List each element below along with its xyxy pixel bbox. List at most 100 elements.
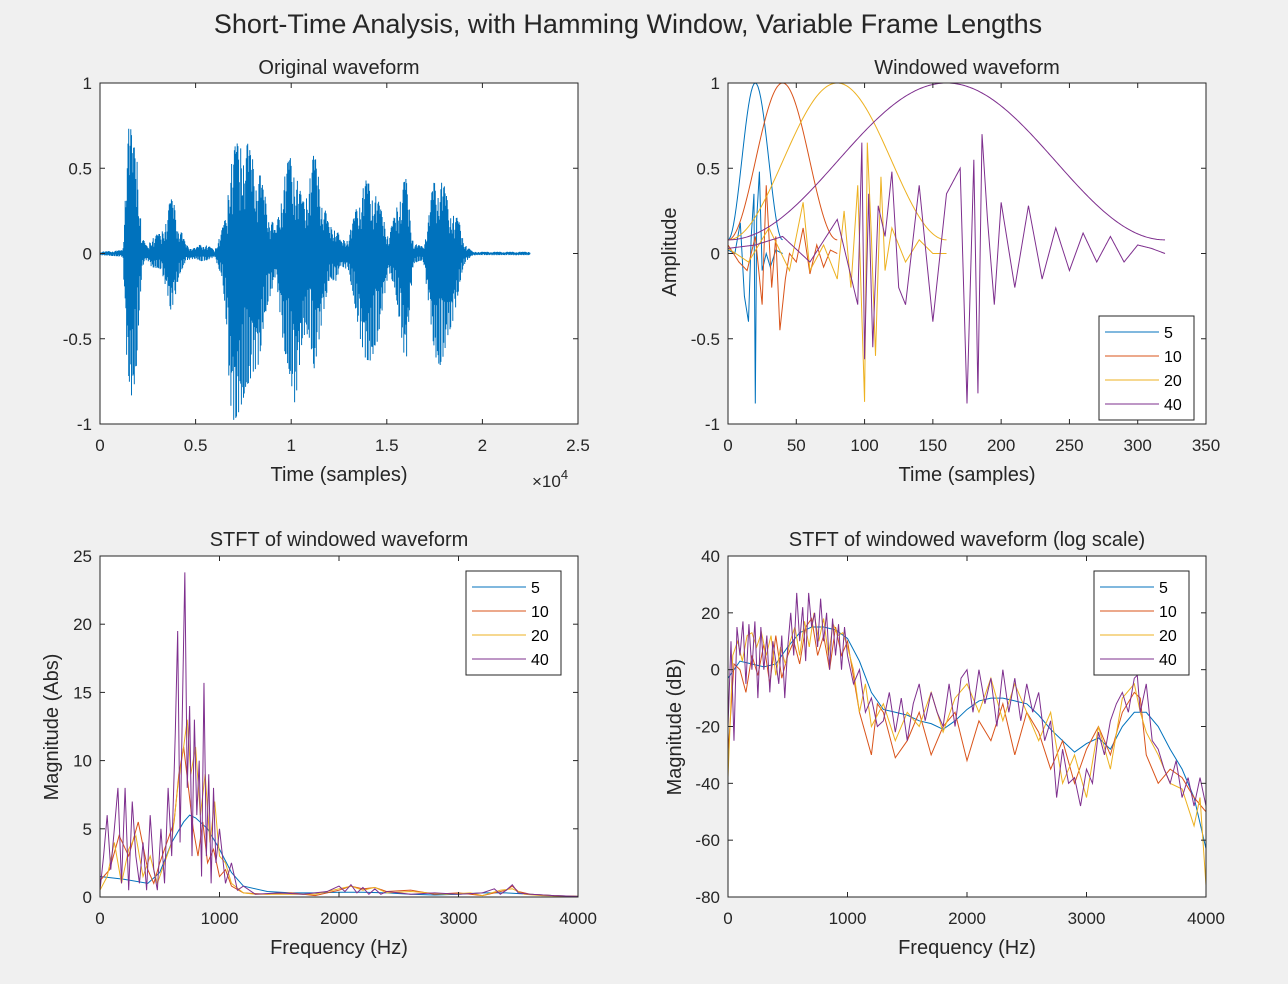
x-tick-label: 0.5 — [184, 436, 208, 455]
x-tick-label: 50 — [787, 436, 806, 455]
x-tick-label: 200 — [987, 436, 1015, 455]
series-windowed-5-window — [728, 83, 783, 241]
y-tick-label: 5 — [83, 820, 92, 839]
ylabel-windowed-waveform: Amplitude — [659, 208, 681, 297]
y-tick-label: -0.5 — [691, 330, 720, 349]
legend-label-40: 40 — [1159, 652, 1177, 669]
legend-label-10: 10 — [1164, 349, 1182, 366]
y-tick-label: 0.5 — [68, 159, 92, 178]
x-tick-label: 1000 — [829, 909, 867, 928]
legend-label-20: 20 — [531, 628, 549, 645]
legend: 5 10 20 40 — [1093, 570, 1190, 676]
y-tick-label: 20 — [701, 604, 720, 623]
series-windowed-20-signal — [728, 142, 947, 402]
y-tick-label: 0 — [83, 888, 92, 907]
x-tick-label: 250 — [1055, 436, 1083, 455]
x-tick-label: 2.5 — [566, 436, 590, 455]
y-tick-label: -80 — [695, 888, 720, 907]
title-windowed-waveform: Windowed waveform — [874, 57, 1060, 79]
series-windowed-40-window — [728, 83, 1166, 241]
series-group — [100, 572, 578, 897]
x-tick-label: 3000 — [1068, 909, 1106, 928]
y-tick-label: -0.5 — [63, 330, 92, 349]
x-tick-label: 3000 — [440, 909, 478, 928]
legend-label-10: 10 — [1159, 604, 1177, 621]
legend: 5 10 20 40 — [1098, 315, 1195, 421]
y-tick-label: 10 — [73, 752, 92, 771]
series-stft-10 — [100, 746, 578, 897]
legend-box — [465, 570, 562, 676]
x-tick-label: 1000 — [201, 909, 239, 928]
y-tick-label: -40 — [695, 774, 720, 793]
x-tick-label: 0 — [95, 909, 104, 928]
series-windowed-40-signal — [728, 134, 1166, 404]
xlabel-stft: Frequency (Hz) — [270, 937, 408, 959]
series-stft_log-40 — [728, 592, 1206, 807]
title-stft-log: STFT of windowed waveform (log scale) — [789, 529, 1145, 551]
x-tick-label: 4000 — [1187, 909, 1225, 928]
series-group — [728, 592, 1206, 886]
axes-windowed-waveform: Windowed waveform Time (samples) Amplitu… — [659, 57, 1220, 486]
y-tick-label: 40 — [701, 547, 720, 566]
y-tick-label: -20 — [695, 718, 720, 737]
figure-title: Short-Time Analysis, with Hamming Window… — [214, 9, 1042, 39]
title-stft: STFT of windowed waveform — [210, 529, 469, 551]
series-stft_log-20 — [728, 612, 1206, 886]
legend-box — [1098, 315, 1195, 421]
legend-label-40: 40 — [531, 652, 549, 669]
ylabel-stft-log: Magnitude (dB) — [664, 659, 686, 796]
axes-stft-log: STFT of windowed waveform (log scale) Fr… — [664, 529, 1225, 959]
y-tick-label: 0 — [83, 245, 92, 264]
xlabel-windowed-waveform: Time (samples) — [898, 464, 1035, 486]
legend-box — [1093, 570, 1190, 676]
axes-original-waveform: Original waveform Time (samples) ×104 0 0… — [63, 57, 590, 491]
legend-label-10: 10 — [531, 604, 549, 621]
series-windowed-20-window — [728, 83, 947, 241]
x-tick-label: 350 — [1192, 436, 1220, 455]
y-tick-label: -1 — [705, 415, 720, 434]
x-tick-label: 2000 — [320, 909, 358, 928]
x-exponent-base: ×10 — [532, 472, 561, 491]
x-tick-label: 2000 — [948, 909, 986, 928]
legend-label-20: 20 — [1164, 373, 1182, 390]
y-tick-label: 0 — [711, 661, 720, 680]
x-tick-label: 1 — [286, 436, 295, 455]
y-tick-label: -60 — [695, 831, 720, 850]
y-tick-label: 1 — [83, 74, 92, 93]
legend: 5 10 20 40 — [465, 570, 562, 676]
series-windowed-10-signal — [728, 185, 838, 331]
legend-label-5: 5 — [531, 580, 540, 597]
series-group — [100, 128, 531, 420]
series-stft_log-5 — [728, 626, 1206, 849]
y-tick-label: 0 — [711, 245, 720, 264]
ylabel-stft: Magnitude (Abs) — [41, 654, 63, 801]
legend-label-40: 40 — [1164, 397, 1182, 414]
y-tick-label: -1 — [77, 415, 92, 434]
xlabel-original-waveform: Time (samples) — [270, 464, 407, 486]
axes-stft: STFT of windowed waveform Frequency (Hz)… — [41, 529, 597, 959]
series-windowed-5-signal — [728, 171, 783, 404]
y-tick-label: 0.5 — [696, 159, 720, 178]
series-group — [728, 83, 1166, 404]
x-tick-label: 100 — [850, 436, 878, 455]
y-tick-label: 1 — [711, 74, 720, 93]
x-tick-label: 0 — [723, 436, 732, 455]
series-windowed-10-window — [728, 83, 838, 241]
x-tick-label: 0 — [723, 909, 732, 928]
legend-label-5: 5 — [1164, 325, 1173, 342]
x-exponent-power: 4 — [561, 467, 568, 482]
x-tick-label: 4000 — [559, 909, 597, 928]
legend-label-5: 5 — [1159, 580, 1168, 597]
y-tick-label: 25 — [73, 547, 92, 566]
x-exponent-label: ×104 — [532, 467, 568, 491]
x-tick-label: 2 — [478, 436, 487, 455]
x-tick-label: 1.5 — [375, 436, 399, 455]
y-tick-label: 20 — [73, 615, 92, 634]
series-stft-40 — [100, 572, 578, 897]
x-tick-label: 0 — [95, 436, 104, 455]
title-original-waveform: Original waveform — [258, 57, 419, 79]
y-tick-label: 15 — [73, 683, 92, 702]
x-tick-label: 300 — [1124, 436, 1152, 455]
legend-label-20: 20 — [1159, 628, 1177, 645]
